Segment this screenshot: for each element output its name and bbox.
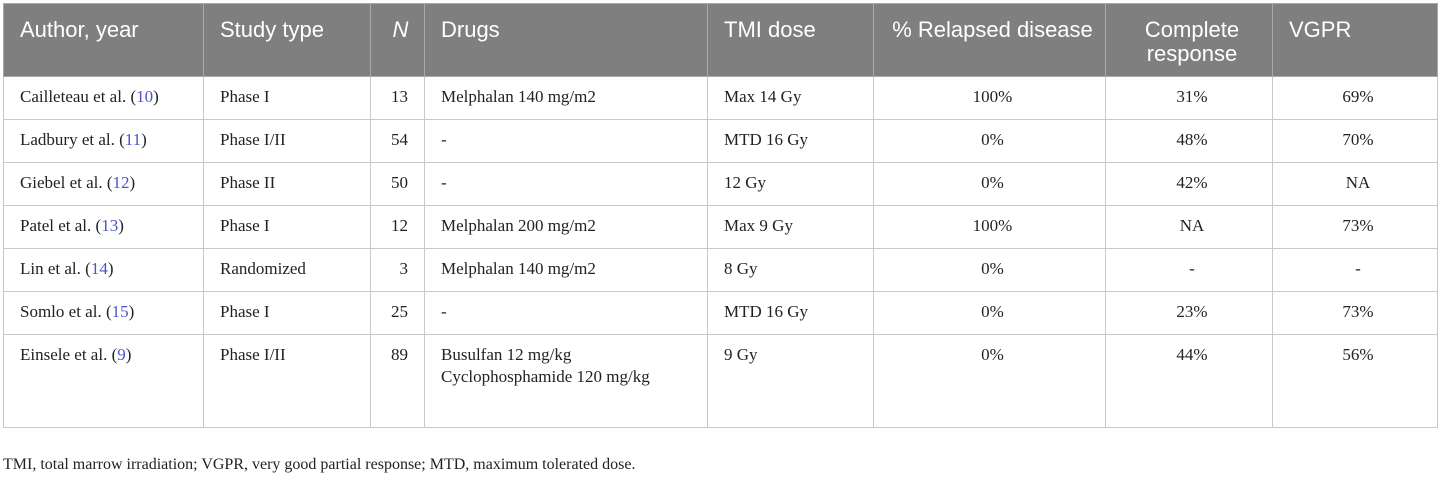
header-complete-response: Complete response (1105, 3, 1273, 77)
complete-response-cell: 48% (1105, 119, 1273, 163)
tmi-dose-cell: MTD 16 Gy (707, 119, 874, 163)
author-cell: Cailleteau et al. (10) (3, 76, 204, 120)
study-type-cell: Phase I (203, 76, 371, 120)
author-cell: Ladbury et al. (11) (3, 119, 204, 163)
close-paren: ) (141, 130, 147, 149)
reference-link[interactable]: 9 (117, 345, 126, 364)
header-study-type: Study type (203, 3, 371, 77)
complete-response-cell: 23% (1105, 291, 1273, 335)
tmi-dose-cell: 9 Gy (707, 334, 874, 428)
header-n: N (370, 3, 425, 77)
relapsed-cell: 0% (873, 119, 1106, 163)
close-paren: ) (129, 173, 136, 192)
table-row: Patel et al. (13) Phase I 12 Melphalan 2… (3, 205, 1438, 249)
relapsed-cell: 0% (873, 291, 1106, 335)
table-footnote: TMI, total marrow irradiation; VGPR, ver… (3, 456, 636, 473)
author-name: Lin et al. ( (20, 259, 91, 278)
vgpr-cell: NA (1272, 162, 1438, 206)
header-relapsed: % Relapsed disease (873, 3, 1106, 77)
vgpr-cell: 70% (1272, 119, 1438, 163)
close-paren: ) (125, 345, 132, 364)
table-row: Cailleteau et al. (10) Phase I 13 Melpha… (3, 76, 1438, 120)
author-cell: Somlo et al. (15) (3, 291, 204, 335)
study-type-cell: Phase I (203, 205, 371, 249)
table-body: Cailleteau et al. (10) Phase I 13 Melpha… (3, 76, 1438, 428)
tmi-dose-cell: 12 Gy (707, 162, 874, 206)
drugs-cell: Melphalan 140 mg/m2 (424, 76, 708, 120)
relapsed-cell: 100% (873, 205, 1106, 249)
author-name: Cailleteau et al. ( (20, 87, 137, 106)
table-row: Lin et al. (14) Randomized 3 Melphalan 1… (3, 248, 1438, 292)
complete-response-cell: NA (1105, 205, 1273, 249)
study-type-cell: Phase I/II (203, 119, 371, 163)
author-name: Somlo et al. ( (20, 302, 112, 321)
vgpr-cell: 56% (1272, 334, 1438, 428)
table-row: Einsele et al. (9) Phase I/II 89 Busulfa… (3, 334, 1438, 428)
author-cell: Lin et al. (14) (3, 248, 204, 292)
study-type-cell: Phase II (203, 162, 371, 206)
close-paren: ) (153, 87, 159, 106)
author-name: Patel et al. ( (20, 216, 102, 235)
complete-response-cell: 44% (1105, 334, 1273, 428)
reference-link[interactable]: 11 (124, 130, 142, 149)
n-cell: 54 (370, 119, 425, 163)
header-tmi-dose: TMI dose (707, 3, 874, 77)
author-cell: Giebel et al. (12) (3, 162, 204, 206)
relapsed-cell: 0% (873, 162, 1106, 206)
study-type-cell: Randomized (203, 248, 371, 292)
vgpr-cell: 73% (1272, 291, 1438, 335)
complete-response-cell: 42% (1105, 162, 1273, 206)
tmi-dose-cell: MTD 16 Gy (707, 291, 874, 335)
study-table: Author, year Study type N Drugs TMI dose… (3, 3, 1438, 428)
tmi-dose-cell: 8 Gy (707, 248, 874, 292)
table-row: Ladbury et al. (11) Phase I/II 54 - MTD … (3, 119, 1438, 163)
n-cell: 25 (370, 291, 425, 335)
header-drugs: Drugs (424, 3, 708, 77)
drugs-cell: - (424, 291, 708, 335)
author-name: Ladbury et al. ( (20, 130, 125, 149)
header-vgpr: VGPR (1272, 3, 1438, 77)
table-row: Somlo et al. (15) Phase I 25 - MTD 16 Gy… (3, 291, 1438, 335)
complete-response-cell: - (1105, 248, 1273, 292)
vgpr-cell: 73% (1272, 205, 1438, 249)
n-cell: 89 (370, 334, 425, 428)
close-paren: ) (128, 302, 135, 321)
relapsed-cell: 0% (873, 334, 1106, 428)
vgpr-cell: - (1272, 248, 1438, 292)
reference-link[interactable]: 15 (111, 302, 129, 321)
drugs-cell: Busulfan 12 mg/kg Cyclophosphamide 120 m… (424, 334, 708, 428)
n-cell: 12 (370, 205, 425, 249)
author-name: Einsele et al. ( (20, 345, 118, 364)
n-cell: 3 (370, 248, 425, 292)
study-type-cell: Phase I/II (203, 334, 371, 428)
close-paren: ) (107, 259, 114, 278)
n-cell: 50 (370, 162, 425, 206)
drugs-cell: Melphalan 140 mg/m2 (424, 248, 708, 292)
tmi-dose-cell: Max 14 Gy (707, 76, 874, 120)
reference-link[interactable]: 12 (112, 173, 130, 192)
reference-link[interactable]: 13 (101, 216, 119, 235)
study-type-cell: Phase I (203, 291, 371, 335)
complete-response-cell: 31% (1105, 76, 1273, 120)
tmi-dose-cell: Max 9 Gy (707, 205, 874, 249)
vgpr-cell: 69% (1272, 76, 1438, 120)
header-author: Author, year (3, 3, 204, 77)
reference-link[interactable]: 14 (90, 259, 108, 278)
drugs-cell: - (424, 162, 708, 206)
author-name: Giebel et al. ( (20, 173, 113, 192)
table-row: Giebel et al. (12) Phase II 50 - 12 Gy 0… (3, 162, 1438, 206)
table-header: Author, year Study type N Drugs TMI dose… (3, 3, 1438, 77)
reference-link[interactable]: 10 (136, 87, 154, 106)
n-cell: 13 (370, 76, 425, 120)
close-paren: ) (118, 216, 124, 235)
relapsed-cell: 0% (873, 248, 1106, 292)
drugs-cell: - (424, 119, 708, 163)
author-cell: Einsele et al. (9) (3, 334, 204, 428)
drugs-cell: Melphalan 200 mg/m2 (424, 205, 708, 249)
author-cell: Patel et al. (13) (3, 205, 204, 249)
relapsed-cell: 100% (873, 76, 1106, 120)
